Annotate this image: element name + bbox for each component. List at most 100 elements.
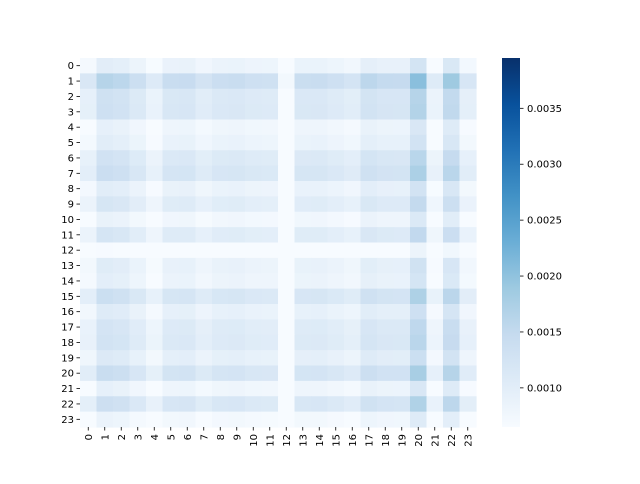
heatmap-cell-3-15 <box>327 104 345 121</box>
heatmap-cell-16-16 <box>344 304 362 320</box>
heatmap-cell-23-1 <box>96 411 114 428</box>
heatmap-cell-6-9 <box>228 150 246 167</box>
heatmap-cell-18-20 <box>410 334 428 351</box>
heatmap-cell-22-21 <box>426 396 444 413</box>
heatmap-cell-3-23 <box>459 104 477 121</box>
heatmap-cell-4-16 <box>344 119 362 136</box>
heatmap-cell-15-6 <box>179 288 197 305</box>
heatmap-cell-18-6 <box>179 334 197 351</box>
heatmap-cell-5-17 <box>360 134 378 151</box>
heatmap-cell-23-17 <box>360 411 378 428</box>
heatmap-cell-15-19 <box>393 288 411 305</box>
heatmap-cell-7-4 <box>146 165 164 182</box>
heatmap-cell-12-12 <box>278 242 296 259</box>
heatmap-cell-21-23 <box>459 380 477 397</box>
heatmap-cell-12-19 <box>393 242 411 259</box>
heatmap-cell-15-23 <box>459 288 477 305</box>
x-tick-label: 1 <box>100 434 111 440</box>
heatmap-cell-22-6 <box>179 396 197 413</box>
heatmap-cell-1-5 <box>162 73 180 90</box>
heatmap-cell-6-17 <box>360 150 378 167</box>
heatmap-cell-15-1 <box>96 288 114 305</box>
heatmap-cell-22-4 <box>146 396 164 413</box>
heatmap-cell-7-21 <box>426 165 444 182</box>
heatmap-cell-5-11 <box>261 134 279 151</box>
heatmap-cell-0-18 <box>377 58 395 74</box>
heatmap-cell-21-21 <box>426 380 444 397</box>
heatmap-cell-7-17 <box>360 165 378 182</box>
y-tick-label: 14 <box>61 276 74 287</box>
heatmap-cell-20-15 <box>327 365 345 382</box>
y-tick-label: 9 <box>68 200 74 211</box>
heatmap-cell-13-14 <box>311 257 329 274</box>
heatmap-cell-6-4 <box>146 150 164 167</box>
heatmap-cell-1-23 <box>459 73 477 90</box>
heatmap-cell-8-1 <box>96 181 114 197</box>
heatmap-cell-1-0 <box>80 73 98 90</box>
heatmap-cell-8-2 <box>113 181 131 197</box>
heatmap-cell-4-0 <box>80 119 98 136</box>
heatmap-cell-6-13 <box>294 150 312 167</box>
heatmap-cell-6-18 <box>377 150 395 167</box>
heatmap-cell-8-9 <box>228 181 246 197</box>
colorbar-tick-label: 0.0015 <box>527 327 562 338</box>
heatmap-cell-3-0 <box>80 104 98 121</box>
heatmap-cell-17-6 <box>179 319 197 336</box>
heatmap-cell-1-10 <box>245 73 263 90</box>
heatmap-cell-15-13 <box>294 288 312 305</box>
heatmap-cell-10-3 <box>129 211 147 228</box>
y-tick-label: 13 <box>61 261 74 272</box>
heatmap-cell-19-9 <box>228 350 246 367</box>
heatmap-cell-14-4 <box>146 273 164 290</box>
heatmap-cell-15-15 <box>327 288 345 305</box>
x-tick-label: 0 <box>84 434 95 440</box>
heatmap-cell-13-9 <box>228 257 246 274</box>
heatmap-cell-22-22 <box>443 396 461 413</box>
heatmap-cell-7-5 <box>162 165 180 182</box>
heatmap-cell-19-17 <box>360 350 378 367</box>
heatmap-cell-18-18 <box>377 334 395 351</box>
heatmap-cell-13-15 <box>327 257 345 274</box>
heatmap-cell-4-2 <box>113 119 131 136</box>
heatmap-cell-16-5 <box>162 304 180 320</box>
heatmap-cell-15-16 <box>344 288 362 305</box>
heatmap-cell-3-21 <box>426 104 444 121</box>
heatmap-cell-5-6 <box>179 134 197 151</box>
heatmap-cell-2-21 <box>426 88 444 105</box>
heatmap-cell-18-16 <box>344 334 362 351</box>
heatmap-cell-2-15 <box>327 88 345 105</box>
heatmap-cell-4-10 <box>245 119 263 136</box>
heatmap-cell-10-19 <box>393 211 411 228</box>
heatmap-cell-14-23 <box>459 273 477 290</box>
heatmap-cell-20-20 <box>410 365 428 382</box>
heatmap-cell-4-19 <box>393 119 411 136</box>
heatmap-cell-7-19 <box>393 165 411 182</box>
heatmap-cell-1-6 <box>179 73 197 90</box>
heatmap-cell-13-17 <box>360 257 378 274</box>
heatmap-cell-4-20 <box>410 119 428 136</box>
heatmap-cell-20-21 <box>426 365 444 382</box>
heatmap-cell-2-6 <box>179 88 197 105</box>
heatmap-cell-15-22 <box>443 288 461 305</box>
heatmap-cell-18-1 <box>96 334 114 351</box>
x-tick-label: 3 <box>133 434 144 440</box>
heatmap-cell-8-12 <box>278 181 296 197</box>
heatmap-cell-22-12 <box>278 396 296 413</box>
x-tick-label: 6 <box>183 434 194 440</box>
heatmap-cell-22-23 <box>459 396 477 413</box>
heatmap-cell-2-22 <box>443 88 461 105</box>
heatmap-cell-14-3 <box>129 273 147 290</box>
heatmap-cell-16-19 <box>393 304 411 320</box>
heatmap-cell-9-5 <box>162 196 180 213</box>
heatmap-cell-3-22 <box>443 104 461 121</box>
y-tick-label: 8 <box>68 184 74 195</box>
heatmap-cell-8-21 <box>426 181 444 197</box>
heatmap-cell-17-2 <box>113 319 131 336</box>
heatmap-cell-1-14 <box>311 73 329 90</box>
heatmap-cell-23-19 <box>393 411 411 428</box>
colorbar-tick-label: 0.0030 <box>527 160 562 171</box>
heatmap-cell-17-5 <box>162 319 180 336</box>
heatmap-cell-23-8 <box>212 411 230 428</box>
heatmap-cell-21-18 <box>377 380 395 397</box>
